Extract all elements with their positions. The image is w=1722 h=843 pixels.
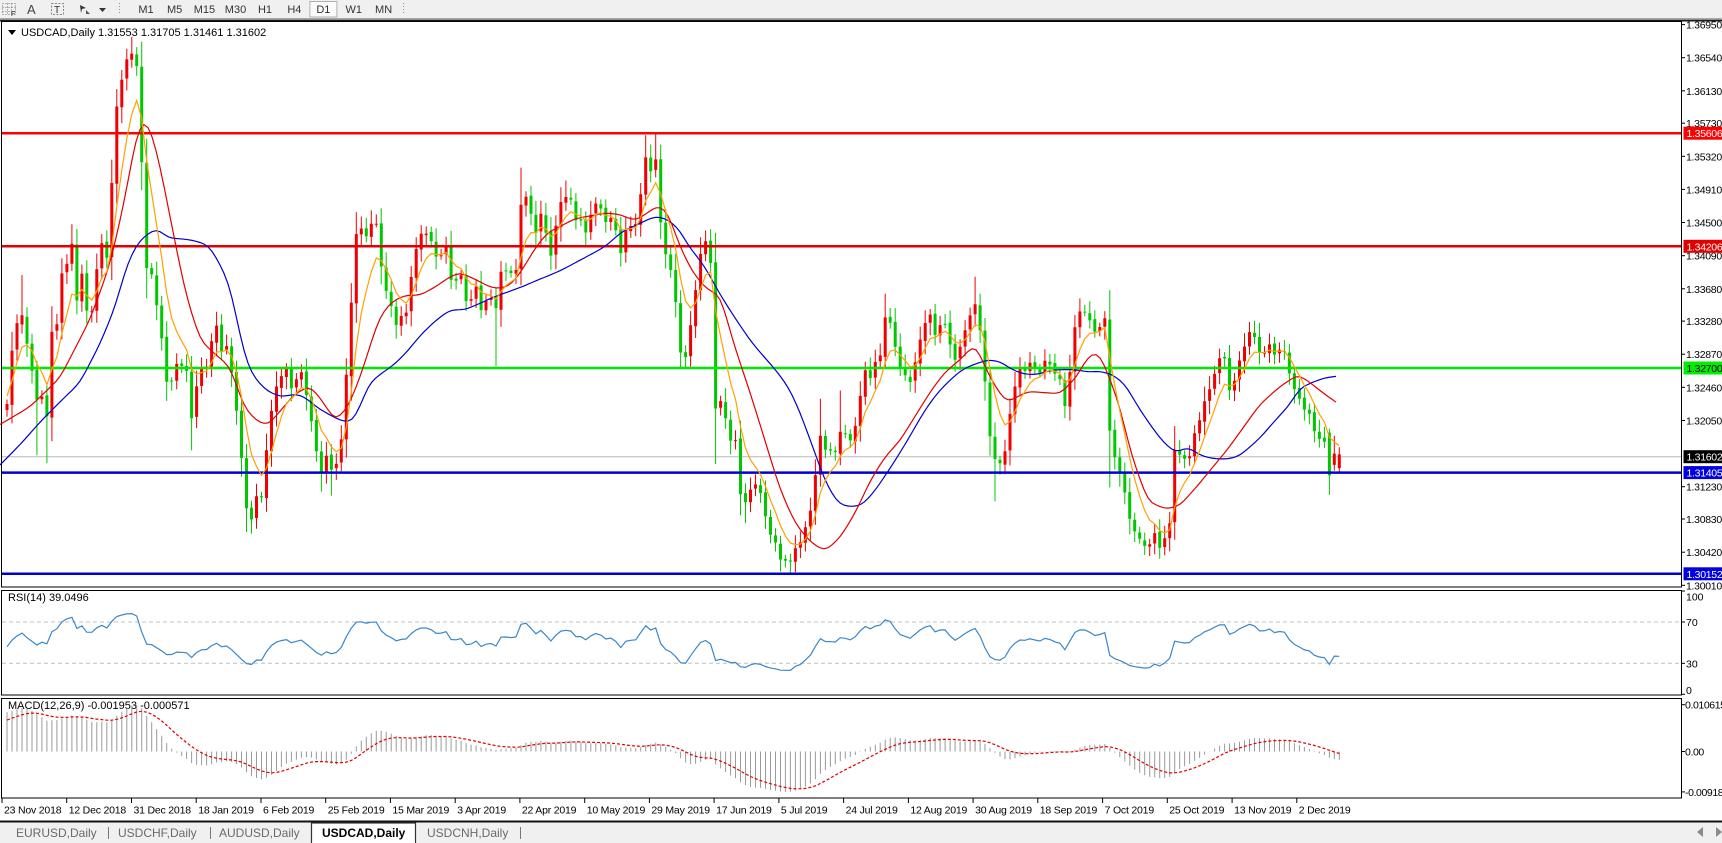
svg-text:0: 0 bbox=[1686, 685, 1692, 697]
svg-text:1.30830: 1.30830 bbox=[1686, 514, 1722, 526]
svg-text:1.34206: 1.34206 bbox=[1687, 241, 1722, 253]
svg-text:24 Jul 2019: 24 Jul 2019 bbox=[846, 805, 898, 817]
svg-text:30 Aug 2019: 30 Aug 2019 bbox=[975, 805, 1032, 817]
svg-text:0.0106150: 0.0106150 bbox=[1685, 700, 1722, 712]
svg-text:AUDUSD,Daily: AUDUSD,Daily bbox=[219, 826, 300, 840]
svg-text:USDCAD,Daily: USDCAD,Daily bbox=[322, 826, 406, 840]
svg-text:USDCAD,Daily 1.31553 1.31705: USDCAD,Daily 1.31553 1.31705 1.31461 1.3… bbox=[21, 27, 266, 39]
svg-text:1.30152: 1.30152 bbox=[1687, 569, 1722, 581]
svg-text:1.32870: 1.32870 bbox=[1686, 349, 1722, 361]
svg-text:M1: M1 bbox=[138, 4, 153, 16]
svg-text:25 Feb 2019: 25 Feb 2019 bbox=[328, 805, 385, 817]
svg-text:A: A bbox=[27, 2, 36, 17]
svg-text:100: 100 bbox=[1686, 592, 1704, 604]
svg-text:1.36130: 1.36130 bbox=[1686, 86, 1722, 98]
svg-text:18 Sep 2019: 18 Sep 2019 bbox=[1040, 805, 1098, 817]
svg-text:1.32050: 1.32050 bbox=[1686, 416, 1722, 428]
svg-text:1.34090: 1.34090 bbox=[1686, 251, 1722, 263]
svg-text:-0.0091800: -0.0091800 bbox=[1685, 787, 1722, 799]
svg-text:1.33280: 1.33280 bbox=[1686, 316, 1722, 328]
svg-text:17 Jun 2019: 17 Jun 2019 bbox=[716, 805, 772, 817]
svg-text:H4: H4 bbox=[287, 4, 301, 16]
svg-text:1.34910: 1.34910 bbox=[1686, 184, 1722, 196]
svg-text:M30: M30 bbox=[225, 4, 246, 16]
svg-text:1.32460: 1.32460 bbox=[1686, 382, 1722, 394]
svg-text:2 Dec 2019: 2 Dec 2019 bbox=[1299, 805, 1351, 817]
svg-text:30: 30 bbox=[1686, 658, 1698, 670]
svg-text:1.31405: 1.31405 bbox=[1687, 468, 1722, 480]
svg-text:M15: M15 bbox=[194, 4, 215, 16]
svg-text:D1: D1 bbox=[316, 4, 330, 16]
svg-text:25 Oct 2019: 25 Oct 2019 bbox=[1169, 805, 1224, 817]
svg-text:0.00: 0.00 bbox=[1685, 747, 1704, 759]
svg-text:7 Oct 2019: 7 Oct 2019 bbox=[1105, 805, 1155, 817]
svg-text:MN: MN bbox=[375, 4, 392, 16]
svg-text:1.35606: 1.35606 bbox=[1687, 128, 1722, 140]
svg-text:12 Aug 2019: 12 Aug 2019 bbox=[910, 805, 967, 817]
svg-text:RSI(14) 39.0496: RSI(14) 39.0496 bbox=[8, 592, 89, 604]
svg-text:W1: W1 bbox=[345, 4, 362, 16]
svg-text:T: T bbox=[54, 5, 60, 16]
svg-text:1.31230: 1.31230 bbox=[1686, 482, 1722, 494]
svg-text:1.34500: 1.34500 bbox=[1686, 218, 1722, 230]
svg-text:1.32700: 1.32700 bbox=[1687, 363, 1722, 375]
svg-text:1.30420: 1.30420 bbox=[1686, 547, 1722, 559]
svg-text:70: 70 bbox=[1686, 617, 1698, 629]
svg-text:22 Apr 2019: 22 Apr 2019 bbox=[522, 805, 577, 817]
svg-text:31 Dec 2018: 31 Dec 2018 bbox=[134, 805, 192, 817]
svg-text:13 Nov 2019: 13 Nov 2019 bbox=[1234, 805, 1292, 817]
svg-text:5 Jul 2019: 5 Jul 2019 bbox=[781, 805, 828, 817]
svg-text:12 Dec 2018: 12 Dec 2018 bbox=[69, 805, 127, 817]
svg-text:EURUSD,Daily: EURUSD,Daily bbox=[16, 826, 97, 840]
svg-text:1.33680: 1.33680 bbox=[1686, 284, 1722, 296]
svg-text:USDCHF,Daily: USDCHF,Daily bbox=[118, 826, 197, 840]
svg-text:H1: H1 bbox=[258, 4, 272, 16]
svg-text:23 Nov 2018: 23 Nov 2018 bbox=[4, 805, 62, 817]
svg-text:1.31602: 1.31602 bbox=[1687, 452, 1722, 464]
svg-text:USDCNH,Daily: USDCNH,Daily bbox=[427, 826, 508, 840]
svg-text:1.35320: 1.35320 bbox=[1686, 151, 1722, 163]
svg-text:6 Feb 2019: 6 Feb 2019 bbox=[263, 805, 314, 817]
svg-text:1.30010: 1.30010 bbox=[1686, 580, 1722, 592]
svg-text:18 Jan 2019: 18 Jan 2019 bbox=[198, 805, 254, 817]
svg-text:MACD(12,26,9) -0.001953 -0.000: MACD(12,26,9) -0.001953 -0.000571 bbox=[8, 700, 190, 712]
svg-text:1.36950: 1.36950 bbox=[1686, 20, 1722, 32]
svg-text:29 May 2019: 29 May 2019 bbox=[651, 805, 710, 817]
svg-text:10 May 2019: 10 May 2019 bbox=[587, 805, 646, 817]
svg-text:1.36540: 1.36540 bbox=[1686, 53, 1722, 65]
svg-text:F: F bbox=[11, 11, 15, 18]
svg-text:15 Mar 2019: 15 Mar 2019 bbox=[392, 805, 449, 817]
svg-text:3 Apr 2019: 3 Apr 2019 bbox=[457, 805, 506, 817]
svg-text:M5: M5 bbox=[167, 4, 182, 16]
